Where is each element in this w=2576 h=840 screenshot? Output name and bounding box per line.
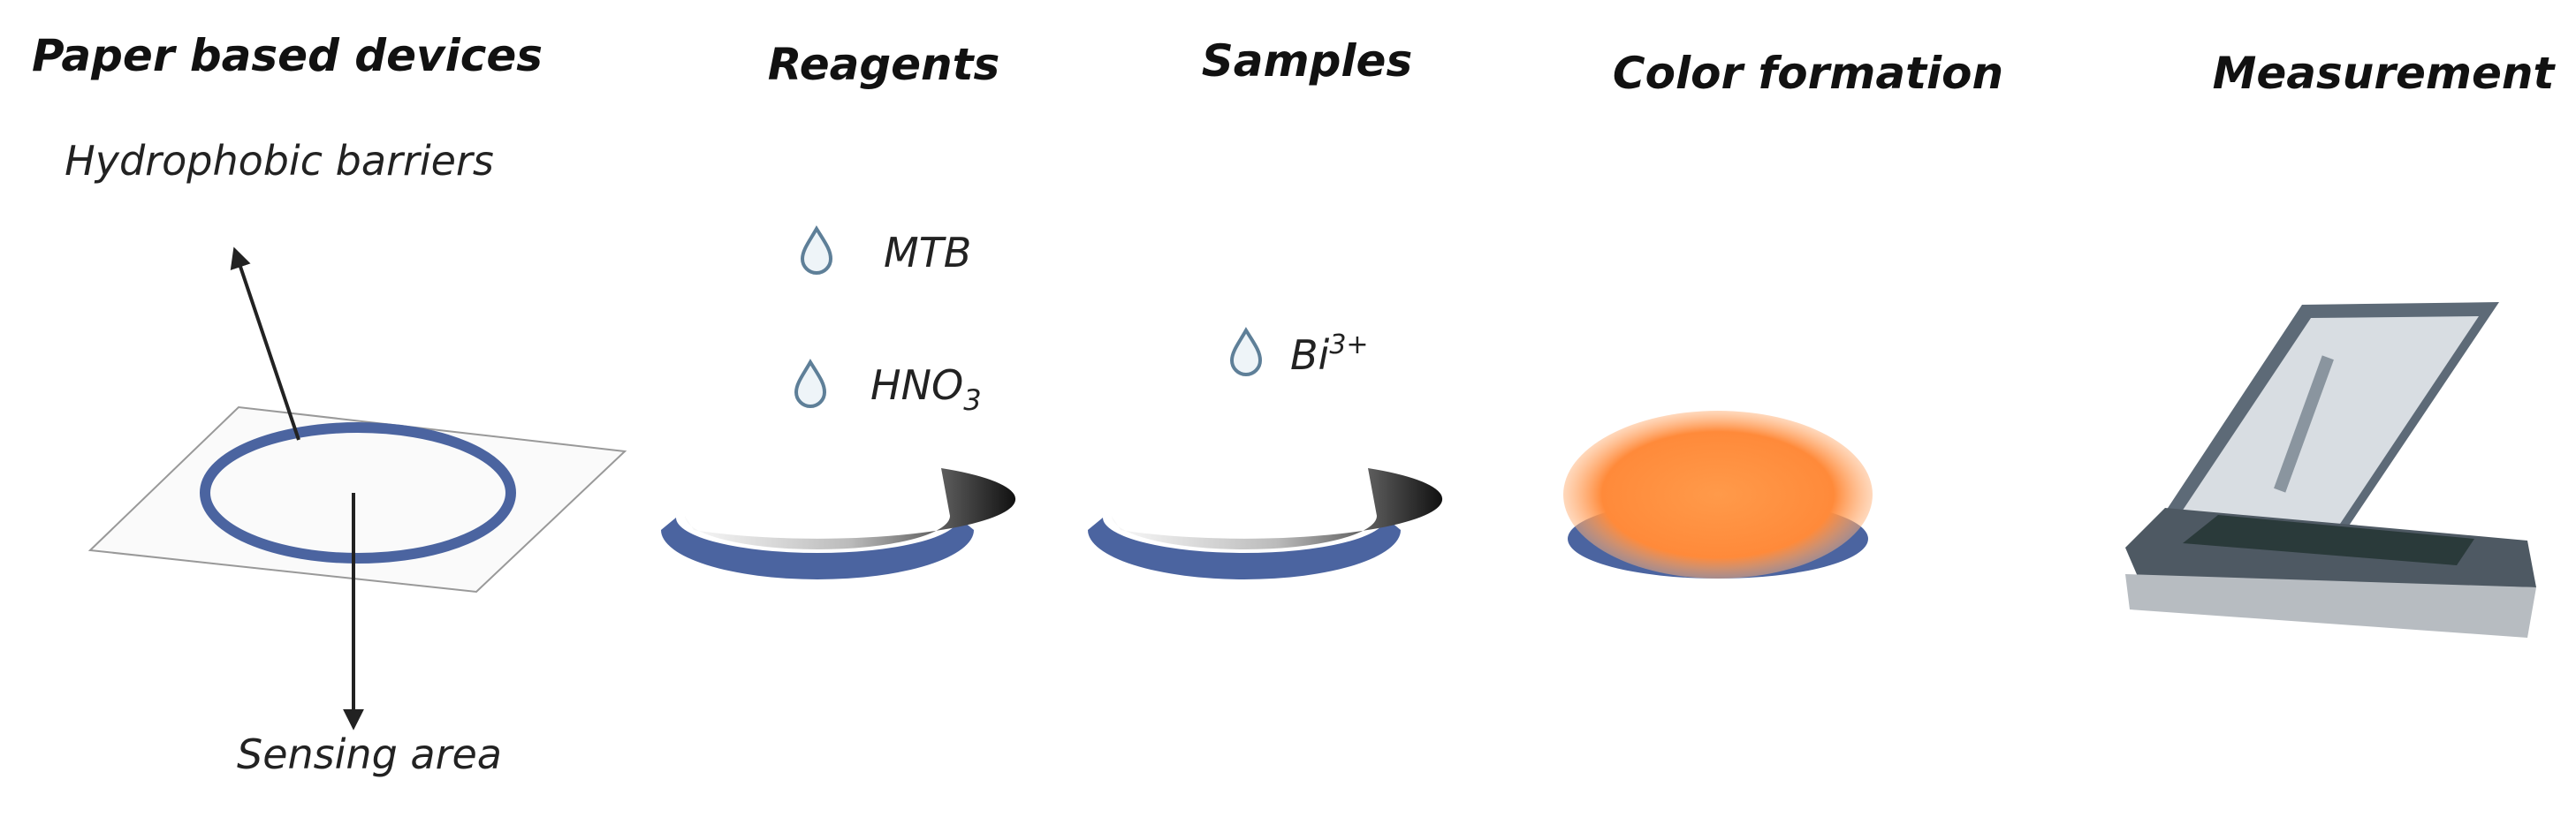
- formula: Bi: [1290, 331, 1330, 379]
- drop-label: MTB: [884, 229, 971, 276]
- label: Sensing area: [237, 730, 502, 778]
- step-title: Color formation: [1613, 48, 2003, 99]
- formula: MTB: [884, 229, 971, 276]
- superscript: 3+: [1329, 329, 1368, 360]
- scanner-icon: [2125, 302, 2536, 638]
- step-title: Samples: [1202, 35, 1412, 87]
- paper: [87, 405, 627, 594]
- step-title: Paper based devices: [32, 30, 543, 81]
- arrow: [230, 246, 300, 441]
- drop-icon: [801, 227, 832, 275]
- step-title: Reagents: [768, 39, 1000, 90]
- subscript: 3: [963, 383, 981, 417]
- drop-label: Bi3+: [1290, 329, 1369, 379]
- drop-label: HNO3: [870, 361, 982, 417]
- step-title: Measurement: [2213, 48, 2557, 99]
- formula: HNO: [870, 361, 963, 409]
- label: Hydrophobic barriers: [65, 137, 494, 185]
- color-spot: [1563, 411, 1873, 579]
- well: [661, 468, 1016, 579]
- barrier-ring: [200, 422, 516, 564]
- drop-icon: [794, 360, 826, 408]
- well: [1088, 468, 1443, 579]
- drop-icon: [1230, 329, 1262, 376]
